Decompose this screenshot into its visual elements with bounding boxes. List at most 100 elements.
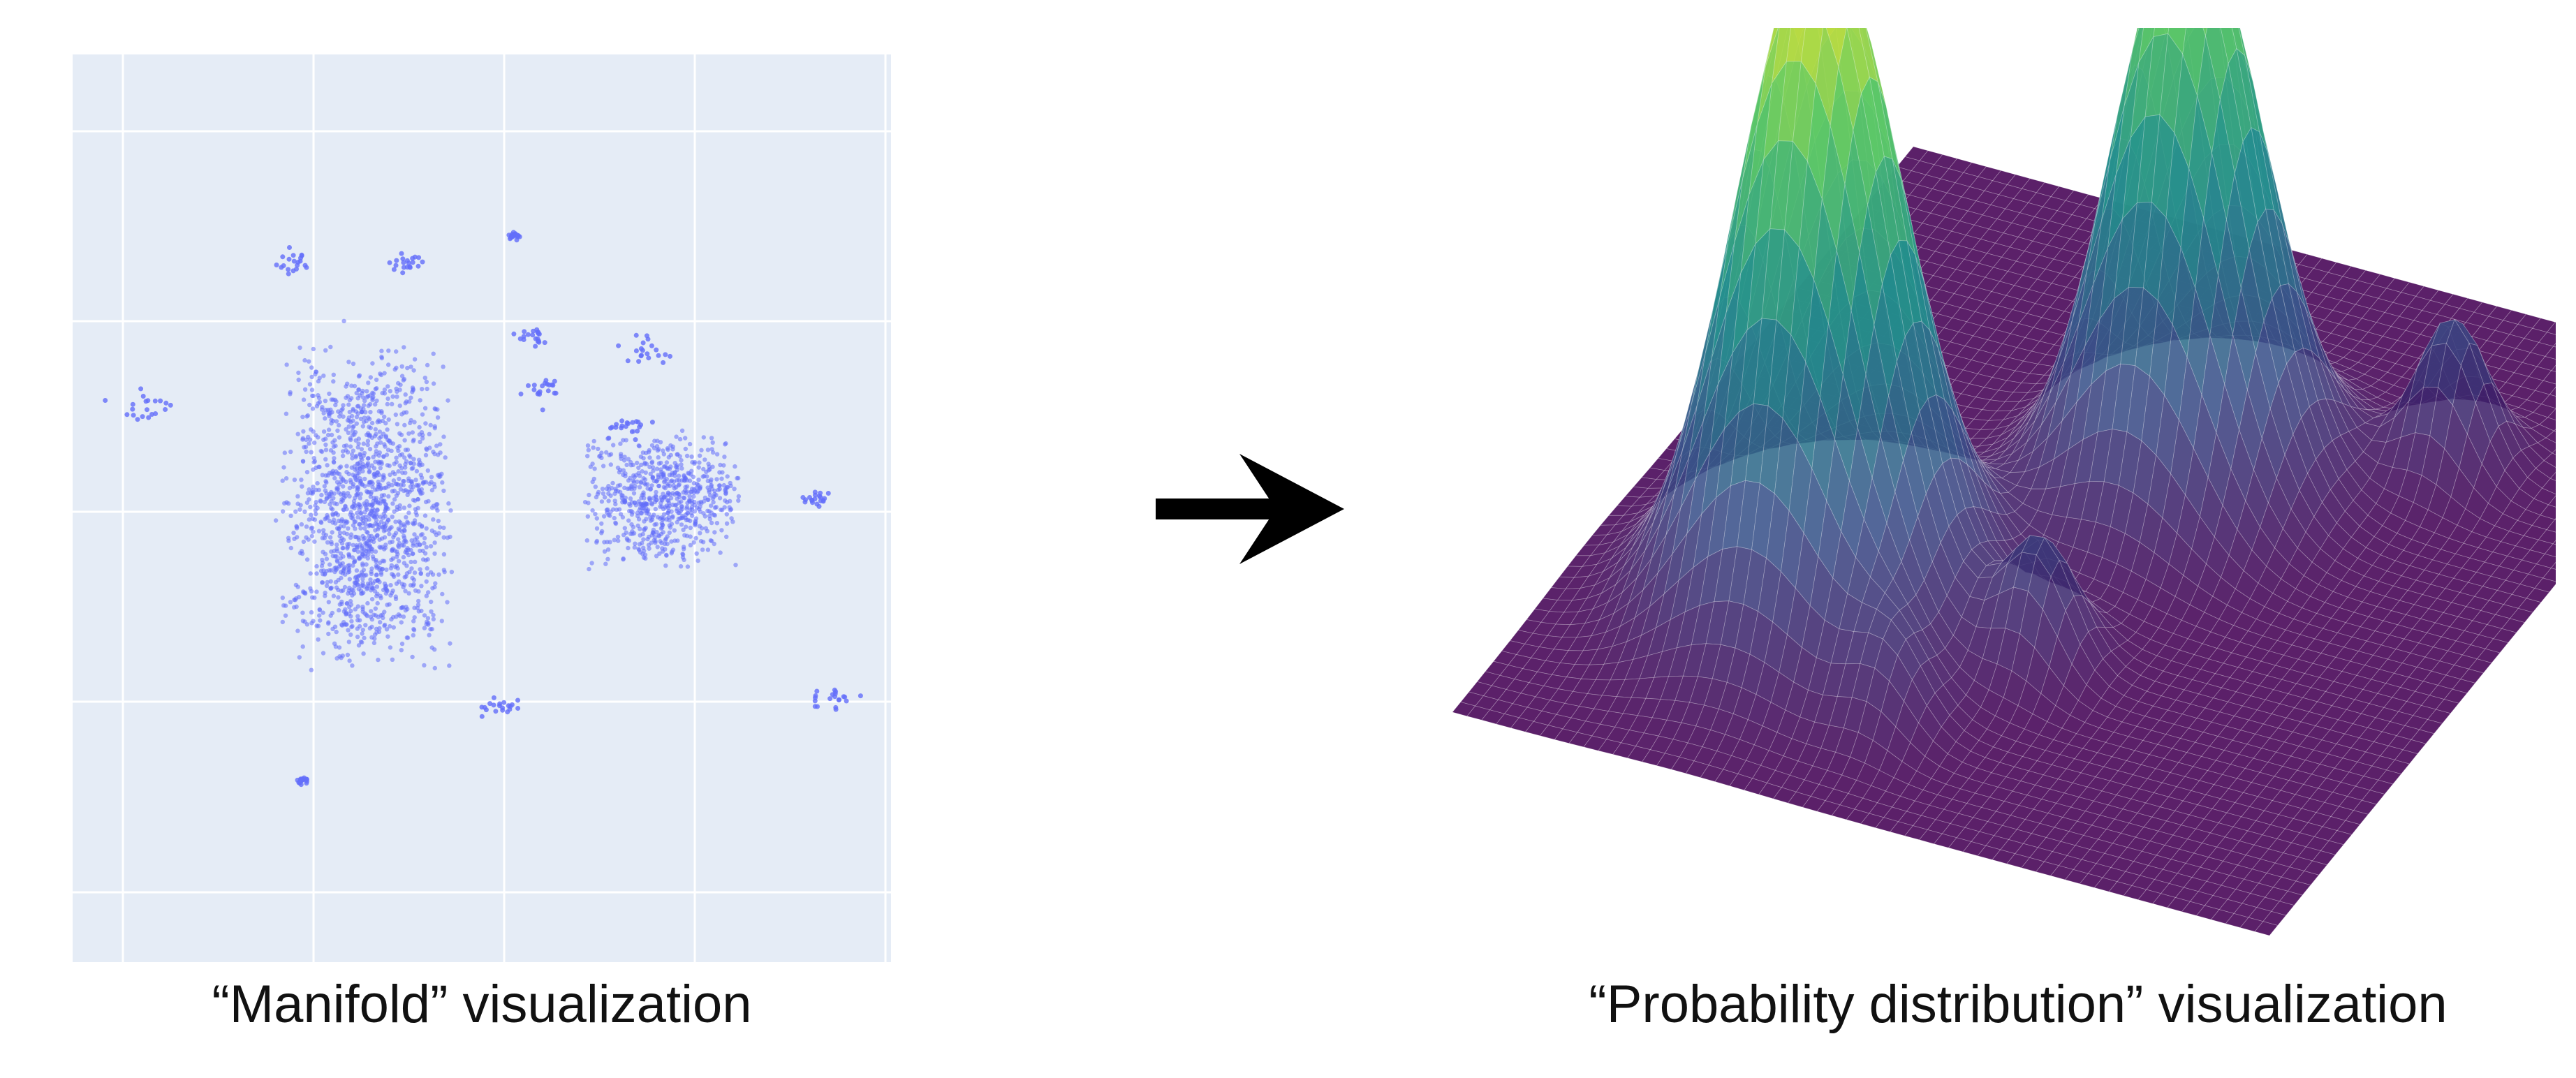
scatter-point [355, 510, 360, 516]
scatter-point [637, 443, 642, 449]
manifold-scatter-plot [73, 54, 891, 962]
surface-face [2546, 519, 2556, 533]
scatter-point [329, 432, 334, 438]
scatter-point [402, 528, 407, 533]
scatter-point [709, 447, 714, 452]
scatter-point [366, 381, 371, 385]
scatter-point [332, 566, 337, 570]
scatter-point [408, 455, 413, 459]
scatter-point [309, 387, 315, 392]
surface-face [2532, 404, 2556, 418]
scatter-point [381, 511, 386, 517]
scatter-point [410, 256, 415, 261]
scatter-point [628, 459, 633, 465]
scatter-point [479, 704, 485, 710]
scatter-point [322, 484, 327, 489]
scatter-point [613, 488, 619, 494]
scatter-point [685, 564, 691, 569]
scatter-point [365, 489, 369, 494]
scatter-point [326, 631, 331, 637]
scatter-point [385, 506, 390, 511]
scatter-point [432, 406, 437, 411]
scatter-point [448, 508, 453, 513]
scatter-point [323, 348, 328, 353]
scatter-point [509, 702, 515, 707]
scatter-point [386, 348, 391, 353]
scatter-point [362, 476, 367, 482]
scatter-point [599, 521, 604, 526]
scatter-point [323, 479, 328, 484]
scatter-point [618, 441, 623, 446]
scatter-point [304, 470, 310, 475]
scatter-point [425, 362, 430, 368]
scatter-point [378, 440, 383, 445]
scatter-point [130, 406, 135, 412]
scatter-point [733, 464, 737, 469]
scatter-point [295, 494, 300, 499]
scatter-point [624, 420, 630, 425]
scatter-point [706, 462, 711, 466]
scatter-point [542, 340, 547, 346]
scatter-point [420, 557, 426, 562]
scatter-point [689, 489, 693, 494]
scatter-point [633, 348, 639, 353]
scatter-point [585, 443, 591, 448]
scatter-point [391, 535, 396, 540]
scatter-point [280, 254, 286, 260]
scatter-point [649, 343, 654, 348]
scatter-point [347, 577, 352, 582]
scatter-point [351, 523, 356, 528]
scatter-point [373, 549, 378, 554]
scatter-point [364, 573, 369, 577]
scatter-point [652, 522, 657, 527]
scatter-point [430, 572, 436, 577]
scatter-point [672, 486, 677, 491]
scatter-point [661, 480, 667, 485]
scatter-point [411, 497, 416, 503]
scatter-point [653, 539, 658, 544]
scatter-point [288, 600, 293, 605]
scatter-point [420, 480, 426, 485]
scatter-point [679, 515, 684, 521]
scatter-point [432, 482, 436, 487]
scatter-point [629, 483, 634, 488]
scatter-point [360, 388, 365, 394]
scatter-point [347, 397, 353, 403]
scatter-point [388, 472, 392, 478]
scatter-point [318, 519, 323, 524]
scatter-point [346, 424, 351, 429]
scatter-point [361, 651, 366, 656]
scatter-point [392, 497, 397, 502]
scatter-point [665, 447, 670, 452]
scatter-point [305, 491, 311, 496]
scatter-point [317, 376, 322, 381]
scatter-point [624, 530, 628, 535]
scatter-point [596, 446, 601, 452]
scatter-point [401, 554, 406, 560]
scatter-point [367, 517, 371, 522]
scatter-point [307, 382, 313, 387]
scatter-point [309, 667, 314, 672]
scatter-point [656, 353, 661, 358]
scatter-point [683, 476, 689, 481]
scatter-point [295, 263, 300, 268]
scatter-point [316, 529, 322, 533]
scatter-point [698, 485, 702, 491]
scatter-point [635, 460, 640, 466]
scatter-point [327, 562, 332, 567]
scatter-point [416, 598, 421, 604]
scatter-point [286, 538, 291, 543]
scatter-point [383, 421, 388, 426]
scatter-point [446, 398, 450, 403]
scatter-point [832, 694, 837, 700]
scatter-point [380, 612, 385, 617]
scatter-point [378, 496, 384, 501]
scatter-point [163, 407, 168, 412]
scatter-point [628, 503, 633, 508]
scatter-point [332, 475, 337, 481]
scatter-point [344, 427, 348, 432]
scatter-point [412, 420, 417, 424]
scatter-point [716, 487, 721, 492]
scatter-point [411, 626, 416, 632]
scatter-point [371, 472, 376, 477]
